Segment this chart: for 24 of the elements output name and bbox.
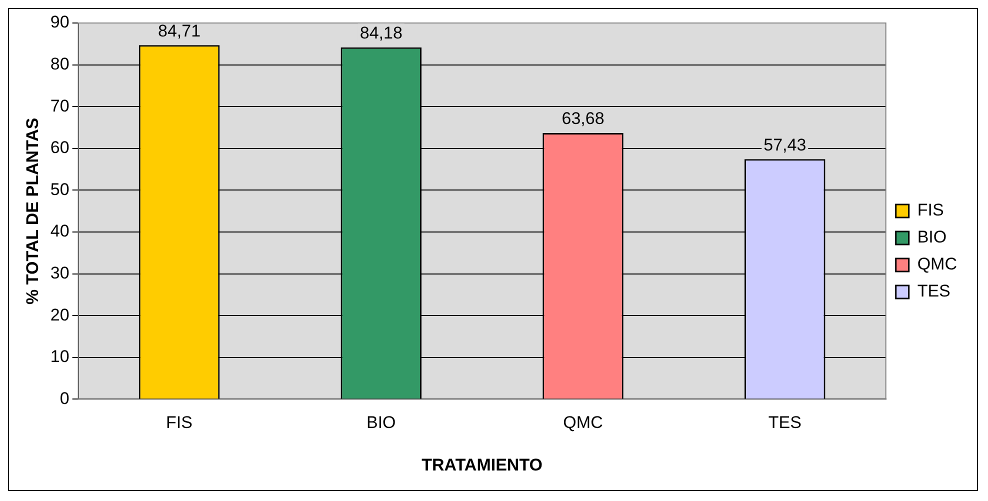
data-label: 84,18	[360, 24, 402, 43]
data-label: 84,71	[158, 21, 201, 40]
y-axis-title: % TOTAL DE PLANTAS	[22, 118, 42, 304]
x-tick-label: QMC	[563, 413, 603, 432]
y-tick-label: 50	[50, 180, 70, 199]
y-tick-label: 20	[50, 305, 70, 324]
y-tick-label: 30	[50, 263, 70, 282]
y-tick-label: 80	[50, 54, 70, 74]
data-label: 57,43	[764, 135, 806, 154]
x-tick-label: BIO	[366, 413, 396, 432]
y-tick-label: 10	[50, 347, 70, 366]
x-axis-title: TRATAMIENTO	[422, 455, 543, 474]
y-tick-label: 0	[60, 388, 70, 408]
legend-label: BIO	[917, 228, 947, 247]
legend-label: TES	[917, 282, 950, 301]
legend-label: FIS	[917, 200, 944, 220]
y-tick-label: 90	[50, 12, 70, 32]
y-tick-label: 70	[50, 96, 70, 116]
data-label: 63,68	[562, 109, 604, 128]
x-tick-label: TES	[768, 413, 802, 432]
x-tick-label: FIS	[166, 413, 192, 432]
y-tick-label: 40	[50, 222, 70, 241]
y-tick-label: 60	[50, 138, 70, 158]
legend-label: QMC	[917, 254, 958, 274]
